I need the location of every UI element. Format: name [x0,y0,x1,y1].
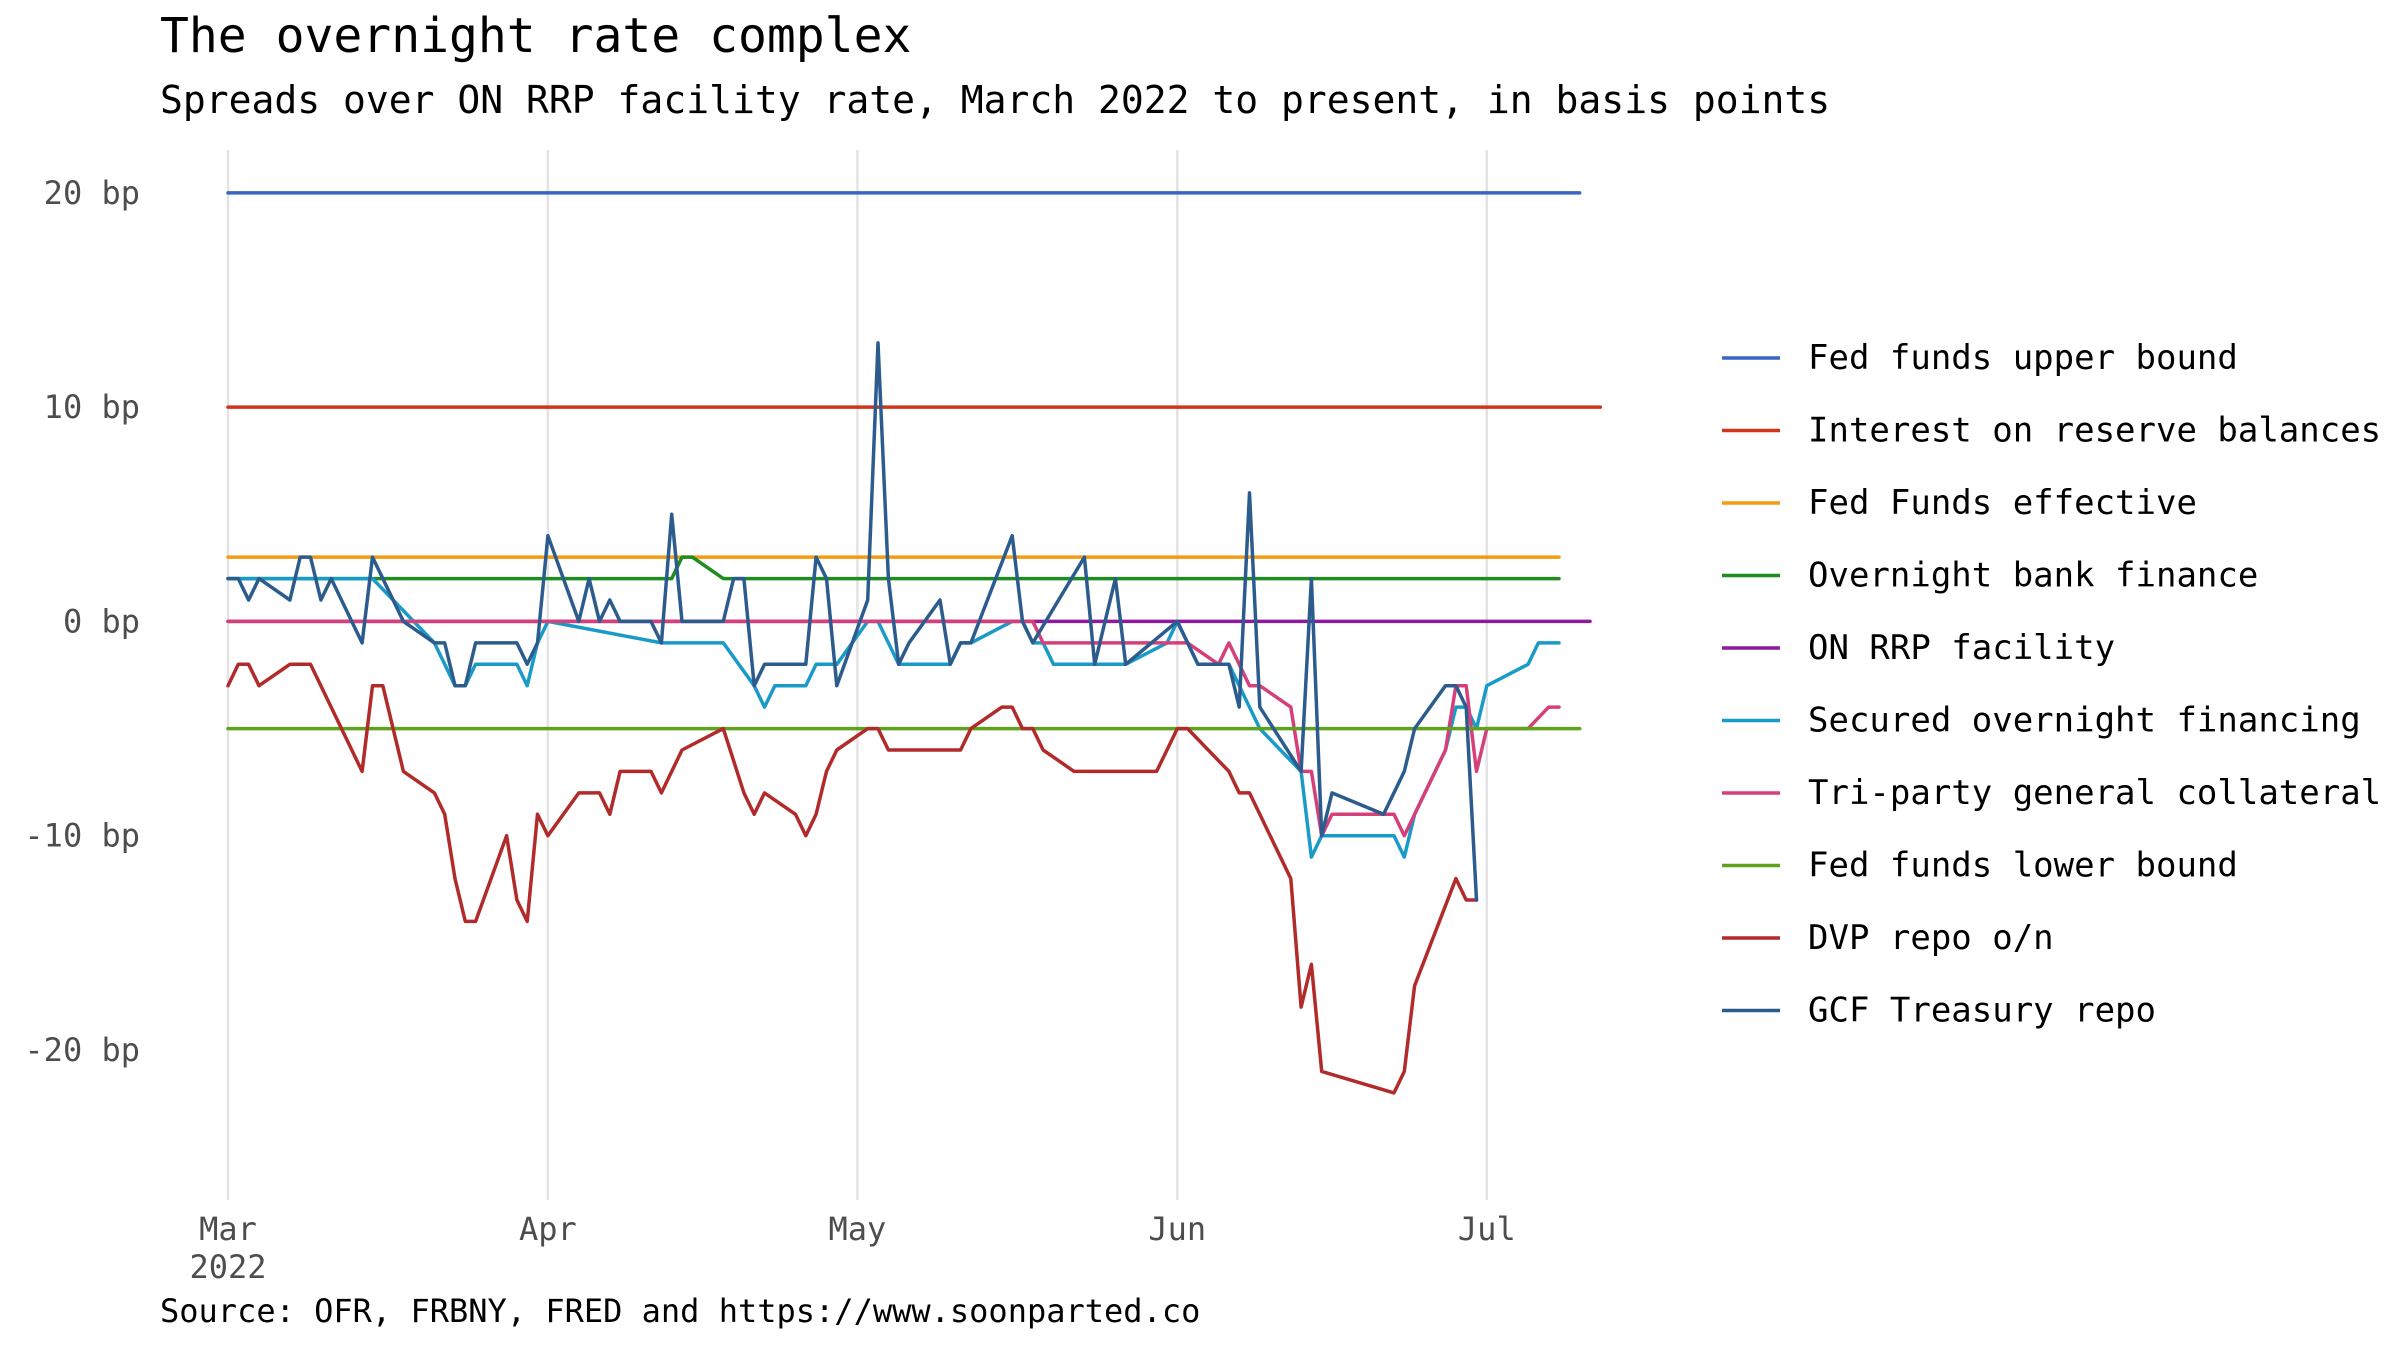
y-tick-label: 20 bp [44,174,140,212]
legend-label-tri-party-general-collateral: Tri-party general collateral [1808,773,2381,813]
legend-label-overnight-bank-finance: Overnight bank finance [1808,556,2258,596]
y-axis: 20 bp 10 bp 0 bp -10 bp -20 bp [24,174,140,1069]
legend-label-dvp-repo-o-n: DVP repo o/n [1808,918,2054,958]
y-tick-label: -10 bp [24,817,140,855]
series-line-dvp-repo-o-n [226,662,1479,1095]
legend: Fed funds upper bound Interest on reserve… [1722,338,2381,1031]
legend-label-gcf-treasury-repo: GCF Treasury repo [1808,991,2156,1031]
chart-subtitle: Spreads over ON RRP facility rate, March… [160,78,1831,122]
source-note: Source: OFR, FRBNY, FRED and https://www… [160,1292,1201,1330]
series-line-overnight-bank-finance [226,555,1561,581]
y-tick-label: 0 bp [63,602,140,640]
legend-label-on-rrp-facility: ON RRP facility [1808,628,2115,668]
chart-title: The overnight rate complex [160,8,912,64]
grid-lines [226,150,1489,1200]
x-tick-label: Apr [519,1210,577,1248]
legend-label-secured-overnight-financing: Secured overnight financing [1808,701,2361,741]
x-tick-label: Jun [1148,1210,1206,1248]
x-tick-sublabel: 2022 [189,1248,266,1286]
series-lines [226,191,1603,1095]
legend-label-fed-funds-upper-bound: Fed funds upper bound [1808,338,2238,378]
y-tick-label: -20 bp [24,1031,140,1069]
series-line-gcf-treasury-repo [226,341,1479,902]
x-tick-label: May [829,1210,887,1248]
x-tick-label: Jul [1458,1210,1516,1248]
legend-label-fed-funds-effective: Fed Funds effective [1808,483,2197,523]
series-line-tri-party-general-collateral [226,619,1561,838]
x-tick-label: Mar [199,1210,257,1248]
legend-label-interest-on-reserve-balances: Interest on reserve balances [1808,411,2381,451]
legend-label-fed-funds-lower-bound: Fed funds lower bound [1808,846,2238,886]
y-tick-label: 10 bp [44,388,140,426]
